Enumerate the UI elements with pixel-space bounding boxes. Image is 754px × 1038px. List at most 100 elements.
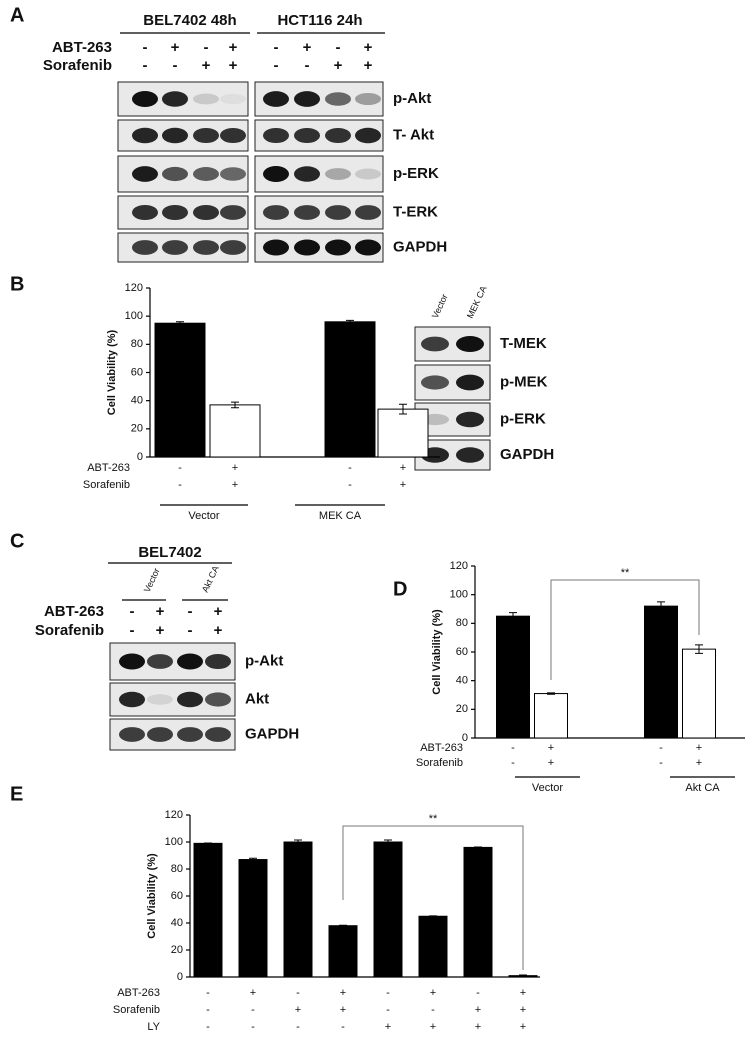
blot-band [456, 374, 484, 391]
treatment-sign: + [400, 479, 406, 491]
blot-band [325, 168, 351, 180]
treatment-label: ABT-263 [87, 462, 130, 474]
treatment-sign: - [341, 1021, 345, 1033]
blot-band [132, 240, 158, 255]
bar [682, 648, 716, 739]
treatment-sign: + [340, 987, 346, 999]
error-bar [429, 915, 437, 918]
treatment-sign: - [188, 622, 193, 639]
treatment-sign: + [520, 987, 526, 999]
treatment-sign: + [400, 462, 406, 474]
treatment-label: LY [147, 1021, 160, 1033]
error-bar [509, 612, 517, 621]
blot-band [147, 727, 173, 742]
treatment-sign: + [364, 39, 373, 56]
treatment-label: Sorafenib [416, 757, 463, 769]
y-tick-label: 40 [131, 395, 143, 407]
treatment-sign: - [206, 987, 210, 999]
blot-band [162, 240, 188, 255]
band-label: T-ERK [393, 203, 438, 220]
blot-band [205, 653, 231, 670]
error-bar [657, 601, 665, 611]
panel-label: B [10, 273, 24, 295]
blot-band [263, 239, 289, 256]
blot-band [147, 694, 173, 705]
band-label: T-MEK [500, 335, 547, 352]
treatment-sign: + [156, 622, 165, 639]
lane-label: MEK CA [465, 284, 489, 320]
treatment-sign: + [202, 57, 211, 74]
lane-label: Akt CA [200, 564, 221, 594]
blot-title: BEL7402 [138, 544, 201, 561]
treatment-label: ABT-263 [52, 39, 112, 56]
bar [193, 842, 223, 978]
treatment-sign: - [274, 57, 279, 74]
bar [324, 321, 376, 458]
y-tick-label: 80 [171, 863, 183, 875]
treatment-sign: - [296, 987, 300, 999]
blot-band [325, 127, 351, 144]
blot-band [263, 91, 289, 107]
blot-band [456, 411, 484, 428]
band-label: p-Akt [245, 652, 283, 669]
error-bar [519, 974, 527, 977]
blot-band [421, 336, 449, 352]
band-label: GAPDH [500, 446, 554, 463]
treatment-sign: + [171, 39, 180, 56]
treatment-sign: + [548, 742, 554, 754]
blot-band [355, 127, 381, 144]
treatment-label: Sorafenib [113, 1004, 160, 1016]
blot-band [294, 205, 320, 220]
blot-band [177, 727, 203, 742]
group-label: Vector [188, 510, 220, 522]
y-tick-label: 40 [171, 917, 183, 929]
treatment-sign: - [130, 622, 135, 639]
bar [644, 605, 678, 739]
group-label: Vector [532, 782, 564, 794]
blot-band [220, 127, 246, 144]
treatment-sign: - [178, 479, 182, 491]
treatment-sign: + [232, 479, 238, 491]
y-tick-label: 20 [456, 703, 468, 715]
blot-band [132, 166, 158, 182]
blot-band [294, 166, 320, 182]
treatment-sign: - [130, 603, 135, 620]
treatment-sign: - [659, 757, 663, 769]
blot-band [193, 167, 219, 181]
treatment-sign: - [511, 742, 515, 754]
y-axis-label: Cell Viability (%) [106, 329, 118, 415]
blot-band [119, 727, 145, 742]
treatment-label: Sorafenib [35, 622, 104, 639]
treatment-sign: - [188, 603, 193, 620]
treatment-sign: + [520, 1021, 526, 1033]
error-bar [294, 839, 302, 845]
blot-band [147, 654, 173, 669]
group-label: MEK CA [319, 510, 362, 522]
treatment-sign: + [520, 1004, 526, 1016]
error-bar [346, 319, 354, 324]
y-tick-label: 0 [177, 971, 183, 983]
blot-band [132, 91, 158, 107]
error-bar [384, 839, 392, 845]
blot-band [193, 240, 219, 255]
blot-band [119, 691, 145, 708]
bar [418, 915, 448, 978]
treatment-label: ABT-263 [44, 603, 104, 620]
treatment-sign: + [229, 57, 238, 74]
treatment-sign: - [348, 462, 352, 474]
y-tick-label: 120 [450, 560, 468, 572]
blot-band [355, 92, 381, 106]
bar [496, 615, 530, 739]
y-tick-label: 20 [171, 944, 183, 956]
blot-band [132, 127, 158, 144]
bar [377, 408, 429, 458]
treatment-label: ABT-263 [117, 987, 160, 999]
panel-label: E [10, 783, 23, 805]
bar [238, 859, 268, 978]
blot-band [162, 204, 188, 221]
treatment-sign: - [659, 742, 663, 754]
treatment-sign: + [475, 1004, 481, 1016]
panel-label: A [10, 4, 24, 26]
blot-band [193, 204, 219, 221]
